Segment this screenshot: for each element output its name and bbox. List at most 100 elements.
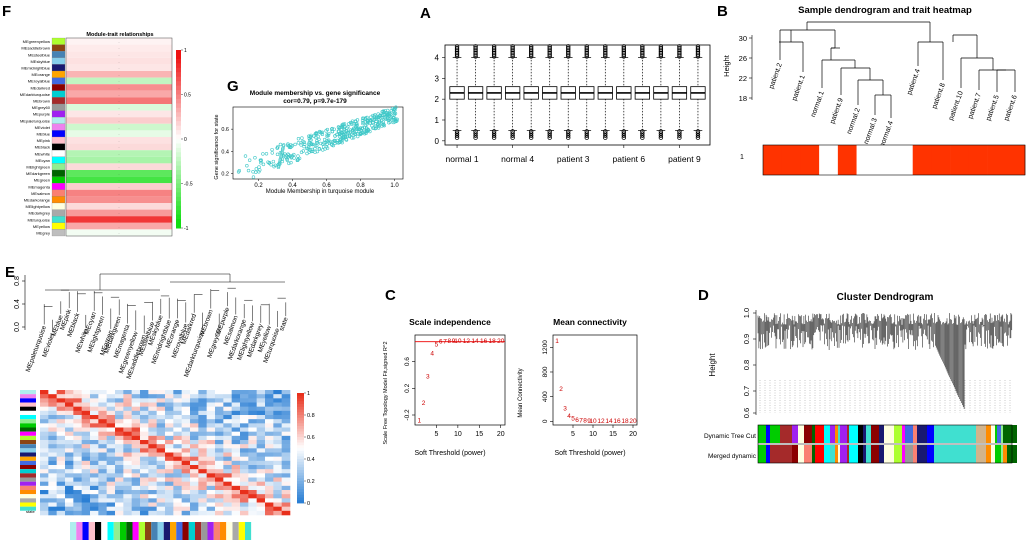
heatmap-cell — [98, 490, 107, 495]
heatmap-cell — [123, 498, 132, 503]
heatmap-cell — [265, 398, 274, 403]
trait-cell — [931, 145, 951, 175]
sample-dendrogram: Sample dendrogram and trait heatmap Heig… — [722, 5, 1026, 176]
scatter-point — [387, 111, 392, 115]
heatmap-cell — [48, 440, 57, 445]
heatmap-cell — [140, 506, 149, 512]
heatmap-cell — [256, 510, 266, 516]
heatmap-cell — [48, 444, 57, 449]
heatmap-cell — [240, 494, 249, 499]
heatmap-cell — [106, 460, 116, 466]
scatter-point — [305, 151, 309, 156]
cell-annotation: .. — [118, 106, 120, 110]
heatmap-cell — [281, 448, 291, 453]
heatmap-cell — [106, 473, 116, 478]
heatmap-cell — [65, 469, 74, 474]
heatmap-cell — [231, 485, 241, 491]
row-label: MEskyblue — [30, 59, 50, 64]
outlier-point — [621, 44, 627, 49]
heatmap-cell — [98, 444, 107, 449]
heatmap-cell — [115, 415, 124, 420]
heatmap-cell — [190, 494, 199, 499]
heatmap-cell — [215, 435, 224, 441]
heatmap-cell — [181, 481, 191, 487]
scatter-point — [391, 109, 396, 114]
heatmap-cell — [281, 481, 291, 487]
heatmap-cell — [240, 510, 249, 516]
row-color-swatch — [20, 477, 36, 482]
row-color-swatch — [20, 406, 36, 411]
merged-color-cell — [798, 445, 804, 463]
outlier-point — [584, 135, 589, 140]
heatmap-cell — [173, 502, 182, 507]
outlier-point — [603, 131, 608, 136]
heatmap-cell — [123, 423, 132, 428]
heatmap-cell — [81, 498, 91, 503]
heatmap-cell — [281, 435, 291, 441]
heatmap-cell — [65, 427, 74, 432]
column-color-swatch — [145, 522, 152, 540]
heatmap-cell — [240, 440, 249, 445]
heatmap-cell — [106, 494, 116, 499]
outlier-point — [473, 131, 478, 136]
heatmap-cell — [206, 502, 216, 507]
outlier-point — [603, 44, 608, 49]
heatmap-cell — [256, 498, 266, 503]
module-color-cell — [863, 425, 866, 443]
module-color-cell — [879, 425, 884, 443]
heatmap-cell — [223, 415, 232, 420]
heatmap-cell — [190, 506, 199, 512]
row-color-swatch — [51, 136, 66, 144]
heatmap-cell — [65, 465, 74, 470]
heatmap-cell — [231, 452, 241, 457]
heatmap-cell — [140, 406, 149, 412]
row-color-swatch — [20, 502, 36, 507]
heatmap-cell — [156, 394, 166, 399]
heatmap-cell — [66, 163, 172, 170]
heatmap-cell — [231, 410, 241, 416]
outlier-point — [677, 133, 682, 138]
scale-swatch — [176, 192, 181, 198]
heatmap-cell — [281, 431, 291, 437]
leaf-label: patient.5 — [985, 94, 1001, 122]
heatmap-cell — [90, 394, 99, 399]
panel-label-a: A — [420, 5, 431, 22]
heatmap-cell — [73, 448, 82, 453]
heatmap-cell — [281, 415, 291, 420]
heatmap-cell — [223, 494, 232, 499]
heatmap-cell — [231, 460, 241, 466]
heatmap-cell — [223, 448, 232, 453]
heatmap-cell — [140, 477, 149, 482]
cell-annotation: .. — [118, 92, 120, 96]
scale-swatch — [297, 448, 304, 452]
heatmap-cell — [240, 431, 249, 437]
scatter-point — [371, 113, 375, 118]
heatmap-cell — [81, 510, 91, 516]
heatmap-cell — [281, 398, 291, 403]
column-color-swatch — [220, 522, 227, 540]
y-tick-label: 0.4 — [221, 149, 229, 155]
heatmap-cell — [106, 427, 116, 432]
heatmap-cell — [206, 494, 216, 499]
heatmap-cell — [165, 506, 174, 512]
module-color-cell — [830, 425, 835, 443]
module-color-cell — [949, 425, 955, 443]
heatmap-cell — [115, 494, 124, 499]
scale-swatch — [176, 196, 181, 202]
outlier-point — [695, 129, 701, 134]
heatmap-cell — [56, 469, 66, 474]
y-tick-label: 1.0 — [742, 308, 751, 318]
heatmap-cell — [140, 502, 149, 507]
scale-swatch — [297, 426, 304, 430]
heatmap-cell — [140, 469, 149, 474]
scale-swatch — [176, 121, 181, 127]
outlier-point — [510, 131, 515, 136]
scatter-point — [251, 175, 256, 179]
heatmap-cell — [198, 494, 207, 499]
scatter-point — [257, 170, 261, 174]
scatter-point — [281, 146, 285, 151]
outlier-point — [510, 135, 515, 140]
heatmap-cell — [90, 465, 99, 470]
heatmap-cell — [265, 460, 274, 466]
outlier-point — [547, 45, 552, 51]
